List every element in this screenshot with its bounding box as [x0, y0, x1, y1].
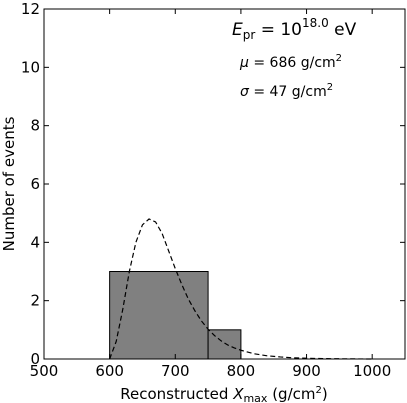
sigma-annotation: σ = 47 g/cm2: [240, 82, 333, 100]
fit-curve: [109, 218, 373, 360]
y-axis-ticks: 0 2 4 6 8 10 12: [21, 0, 405, 368]
sigma-value: = 47 g/cm: [249, 84, 327, 100]
y-tick-label-2: 2: [30, 292, 40, 310]
plot-frame: [43, 8, 406, 360]
x-axis-ticks: 500 600 700 800 900 1000: [30, 9, 391, 380]
y-tick-label-10: 10: [21, 58, 40, 76]
x-tick-label-800: 800: [227, 362, 256, 380]
x-axis-label-close: ): [322, 385, 328, 403]
y-tick-label-8: 8: [30, 117, 40, 135]
mu-symbol: μ: [239, 55, 249, 71]
x-axis-label-unit: (g/cm: [267, 385, 315, 403]
x-axis-label-unit-sup: 2: [316, 385, 322, 396]
sigma-sup: 2: [327, 82, 333, 93]
mu-sup: 2: [336, 53, 342, 64]
x-axis-label-prefix: Reconstructed: [120, 385, 233, 403]
x-axis-label-subscript: max: [243, 392, 267, 403]
x-tick-label-600: 600: [95, 362, 124, 380]
x-axis-label: Reconstructed Xmax (g/cm2): [120, 385, 327, 403]
x-tick-label-700: 700: [161, 362, 190, 380]
energy-subscript: pr: [243, 28, 256, 42]
y-tick-label-0: 0: [30, 350, 40, 368]
energy-unit: eV: [329, 20, 357, 40]
histogram-bars: [109, 271, 242, 360]
x-axis-label-symbol: X: [232, 385, 244, 403]
y-tick-label-4: 4: [30, 233, 40, 251]
y-tick-label-12: 12: [21, 0, 40, 18]
mu-annotation: μ = 686 g/cm2: [239, 53, 342, 71]
y-tick-label-6: 6: [30, 175, 40, 193]
energy-annotation: Epr = 1018.0 eV: [232, 16, 357, 42]
energy-exponent: 18.0: [302, 16, 329, 30]
y-axis-label: Number of events: [0, 116, 18, 251]
sigma-symbol: σ: [240, 84, 250, 100]
histogram-bar-600-750: [109, 271, 209, 360]
x-tick-label-500: 500: [30, 362, 59, 380]
energy-equals: = 10: [255, 20, 302, 40]
x-tick-label-900: 900: [292, 362, 321, 380]
mu-value: = 686 g/cm: [249, 55, 336, 71]
x-tick-label-1000: 1000: [353, 362, 391, 380]
energy-symbol: E: [232, 20, 243, 40]
